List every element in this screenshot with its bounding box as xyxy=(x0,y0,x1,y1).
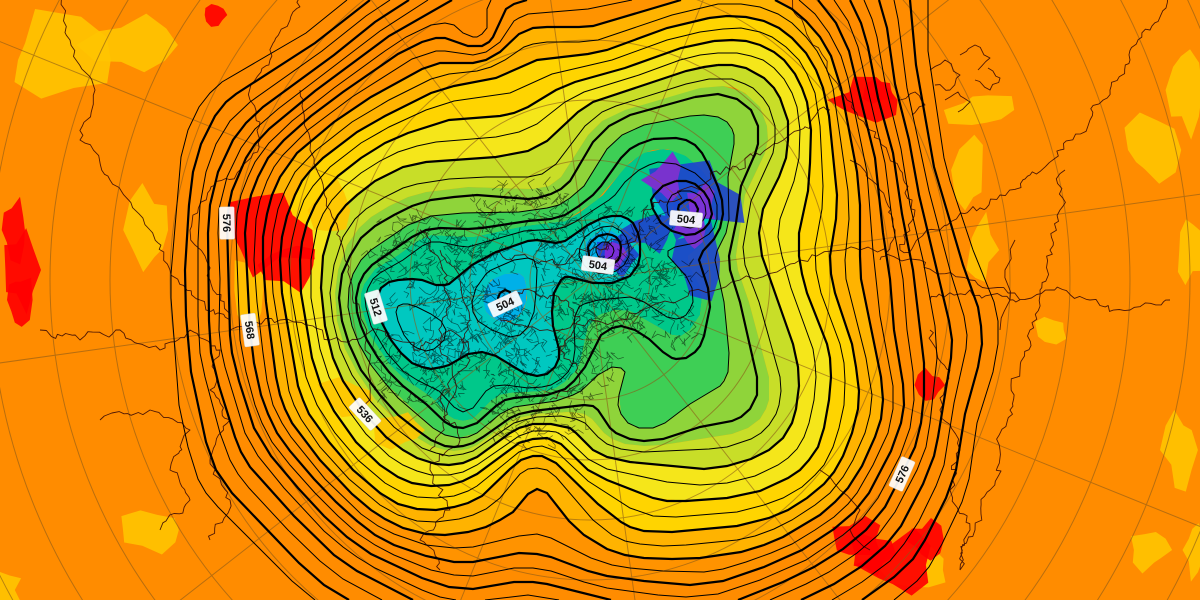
svg-text:576: 576 xyxy=(220,214,232,233)
svg-text:568: 568 xyxy=(242,320,256,340)
svg-text:504: 504 xyxy=(676,213,696,227)
